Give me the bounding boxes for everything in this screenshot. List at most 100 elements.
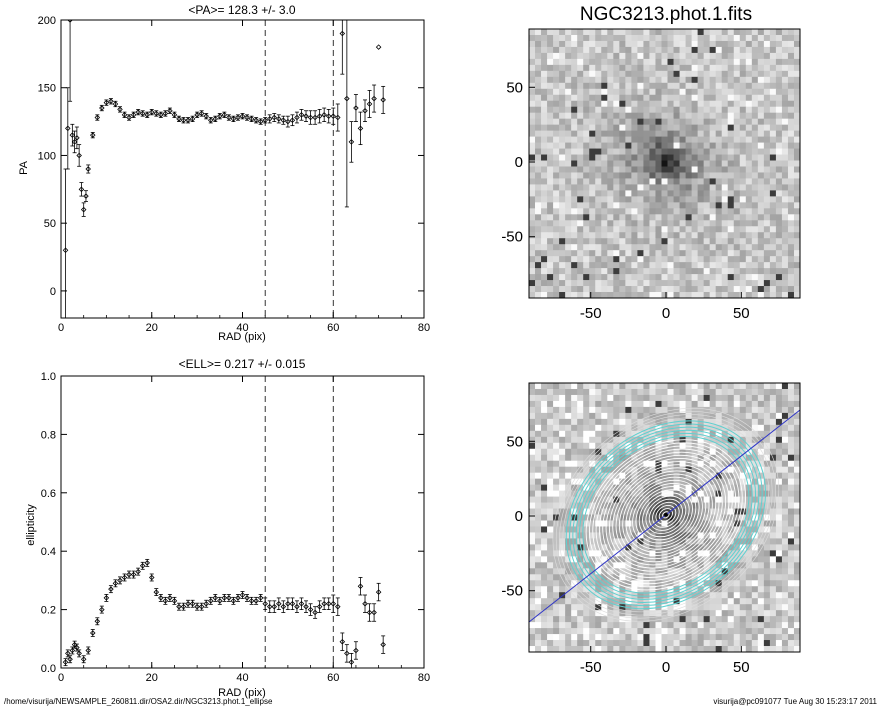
img1-pixel bbox=[559, 190, 566, 197]
img2-pixel bbox=[547, 394, 554, 402]
img1-pixel bbox=[661, 250, 668, 257]
img2-pixel bbox=[643, 412, 650, 420]
img2-pixel bbox=[583, 436, 590, 444]
img1-pixel bbox=[793, 178, 800, 185]
img2-pixel bbox=[685, 574, 692, 581]
img1-pixel bbox=[757, 292, 765, 298]
img1-pixel bbox=[583, 46, 590, 54]
img1-pixel bbox=[565, 244, 572, 251]
img1-pixel bbox=[661, 166, 668, 173]
img1-pixel bbox=[709, 64, 717, 72]
img2-pixel bbox=[709, 424, 717, 432]
img1-pixel bbox=[703, 238, 711, 245]
img2-pixel bbox=[595, 628, 602, 635]
img1-pixel bbox=[697, 244, 705, 251]
img2-pixel bbox=[553, 400, 560, 408]
img2-pixel bbox=[679, 532, 686, 539]
img1-pixel bbox=[553, 256, 560, 263]
img2-pixel bbox=[733, 580, 741, 587]
img1-pixel bbox=[751, 292, 759, 298]
pa-data-point bbox=[117, 106, 123, 113]
img1-pixel bbox=[637, 232, 644, 239]
img2-pixel bbox=[529, 562, 536, 569]
img1-pixel bbox=[757, 280, 765, 287]
img1-pixel bbox=[691, 160, 699, 167]
img2-pixel bbox=[757, 412, 765, 420]
img2-pixel bbox=[775, 424, 783, 432]
img1-pixel bbox=[661, 280, 668, 287]
img2-pixel bbox=[601, 598, 608, 605]
img1-pixel bbox=[685, 148, 692, 155]
img2-pixel bbox=[667, 478, 674, 486]
img1-pixel bbox=[607, 58, 614, 66]
img2-pixel bbox=[721, 562, 729, 569]
img2-pixel bbox=[787, 508, 795, 515]
img2-pixel bbox=[535, 586, 542, 593]
img2-pixel bbox=[697, 598, 705, 605]
img1-pixel bbox=[673, 178, 680, 185]
pa-y-tick-label: 0 bbox=[50, 286, 56, 298]
img2-pixel bbox=[535, 550, 542, 557]
img1-pixel bbox=[553, 214, 560, 221]
img1-pixel bbox=[727, 34, 735, 42]
img1-pixel bbox=[547, 154, 554, 161]
img1-pixel bbox=[541, 154, 548, 161]
img2-pixel bbox=[619, 418, 626, 426]
img1-pixel bbox=[703, 94, 711, 102]
img1-pixel bbox=[631, 124, 638, 132]
img2-pixel bbox=[613, 616, 620, 623]
img1-pixel bbox=[643, 256, 650, 263]
img1-pixel bbox=[751, 262, 759, 269]
img1-pixel bbox=[601, 196, 608, 203]
img2-pixel bbox=[577, 586, 584, 593]
pa-data-point bbox=[121, 112, 128, 118]
img2-pixel bbox=[727, 598, 735, 605]
img1-pixel bbox=[571, 268, 578, 275]
img1-pixel bbox=[631, 250, 638, 257]
img2-pixel bbox=[553, 508, 560, 515]
img2-pixel bbox=[763, 634, 771, 641]
img2-pixel bbox=[709, 604, 717, 611]
img2-pixel bbox=[733, 592, 741, 599]
img1-pixel bbox=[607, 46, 614, 54]
img1-pixel bbox=[601, 184, 608, 191]
ell-data-point bbox=[294, 603, 300, 610]
img1-pixel bbox=[649, 268, 656, 275]
img2-pixel bbox=[619, 400, 626, 408]
img1-pixel bbox=[607, 268, 614, 275]
img2-pixel bbox=[781, 550, 789, 557]
img1-pixel bbox=[589, 250, 596, 257]
img1-pixel bbox=[721, 94, 729, 102]
img2-pixel bbox=[613, 640, 620, 647]
img1-pixel bbox=[631, 88, 638, 96]
img2-pixel bbox=[715, 514, 723, 521]
img2-pixel bbox=[655, 556, 662, 563]
img2-pixel bbox=[703, 604, 711, 611]
img2-pixel bbox=[721, 598, 729, 605]
img2-pixel bbox=[697, 388, 705, 396]
img1-pixel bbox=[589, 82, 596, 90]
img1-pixel bbox=[727, 214, 735, 221]
img1-pixel bbox=[541, 46, 548, 54]
img2-pixel bbox=[661, 550, 668, 557]
img2-pixel bbox=[643, 634, 650, 641]
img2-pixel bbox=[745, 646, 753, 652]
img1-pixel bbox=[751, 178, 759, 185]
img2-pixel bbox=[775, 628, 783, 635]
img2-pixel bbox=[793, 460, 800, 468]
img2-pixel bbox=[565, 604, 572, 611]
img1-pixel bbox=[661, 76, 668, 84]
img2-pixel bbox=[745, 520, 753, 527]
img2-y-tick-label: 0 bbox=[515, 508, 523, 525]
img2-pixel bbox=[613, 490, 620, 497]
img2-pixel bbox=[625, 412, 632, 420]
center-marker bbox=[664, 513, 668, 517]
img2-pixel bbox=[583, 622, 590, 629]
img2-pixel bbox=[691, 610, 699, 617]
img2-pixel bbox=[577, 580, 584, 587]
img2-pixel bbox=[673, 568, 680, 575]
img1-pixel bbox=[625, 148, 632, 155]
img2-pixel bbox=[595, 442, 602, 450]
img2-pixel bbox=[715, 454, 723, 462]
img1-pixel bbox=[751, 274, 759, 281]
